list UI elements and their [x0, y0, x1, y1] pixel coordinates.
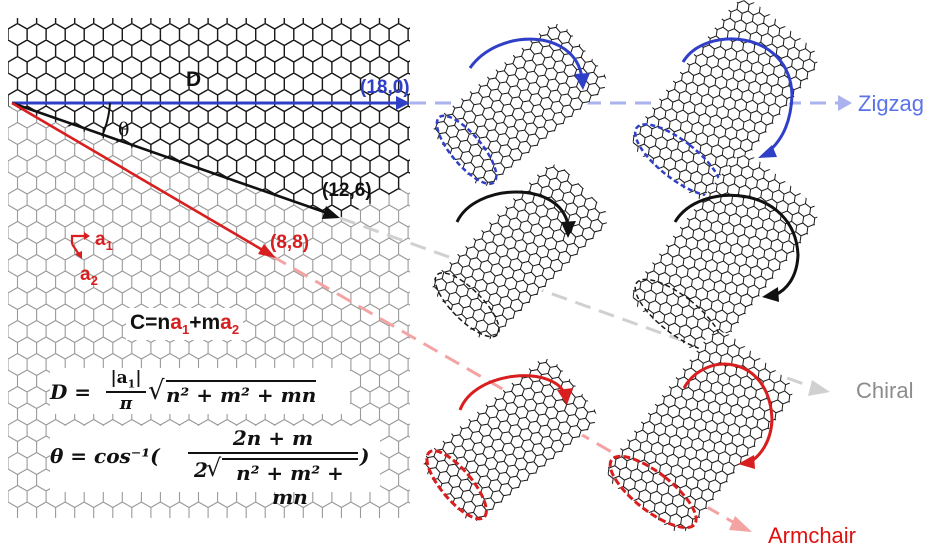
armchair-roll-arrow-2 [682, 362, 774, 464]
theta-label: θ [118, 119, 129, 141]
sheet-diameter-label: D [186, 68, 201, 91]
a2-basis-arrowhead [75, 251, 82, 259]
chiral-angle-equation: θ = cos⁻¹( 2n + m 2 √ n² + m² + mn ) [50, 426, 380, 509]
chiral-roll-arrow-2 [673, 193, 800, 297]
nanotubes [417, 0, 825, 540]
zigzag-label: Zigzag [858, 91, 924, 116]
chiral-tube-open [426, 158, 614, 346]
armchair-roll-arrowhead-1 [557, 388, 573, 405]
chiral-label: Chiral [856, 378, 913, 403]
zigzag-arrowhead [838, 95, 852, 111]
zigzag-roll-arrow-1 [468, 37, 584, 79]
chiral-vector-formula: C=na1+ma2 [126, 308, 244, 341]
zigzag-vector-head [396, 96, 410, 110]
chiral-roll-arrow-1 [455, 190, 570, 226]
armchair-arrowhead [729, 516, 752, 532]
chiral-roll-arrowhead-2 [762, 287, 779, 302]
armchair-tube-closed [600, 324, 800, 540]
a1-label: a1 [95, 229, 113, 253]
rolling-arrows [455, 37, 800, 469]
diameter-equation: D = |a1| π √ n² + m² + mn [50, 368, 350, 414]
chiral-vector-head [322, 206, 340, 219]
chiral-projection-line [339, 216, 816, 390]
chiral-arrowhead [808, 380, 830, 396]
armchair-label: Armchair [768, 523, 856, 548]
chiral-vector-label: (12,6) [322, 180, 372, 201]
chiral-vector [11, 101, 331, 216]
armchair-vector [11, 101, 267, 254]
zigzag-tube-open [427, 17, 613, 193]
zigzag-roll-arrow-2 [681, 37, 794, 154]
armchair-vector-label: (8,8) [270, 232, 309, 253]
a1-basis-arrowhead [84, 232, 90, 240]
armchair-tube-open [417, 352, 603, 528]
armchair-roll-arrow-1 [458, 374, 567, 411]
armchair-projection-line [271, 254, 739, 527]
a1-basis-arrow [70, 234, 86, 244]
zigzag-roll-arrowhead-2 [758, 145, 777, 158]
a2-label: a2 [80, 264, 98, 288]
armchair-roll-arrowhead-2 [738, 455, 755, 469]
zigzag-vector-label: (18,0) [360, 77, 410, 98]
chiral-roll-arrowhead-1 [561, 221, 576, 238]
armchair-vector-head [258, 244, 276, 258]
chiral-vectors [11, 96, 410, 259]
theta-arc [101, 102, 111, 137]
zigzag-roll-arrowhead-1 [574, 73, 590, 90]
